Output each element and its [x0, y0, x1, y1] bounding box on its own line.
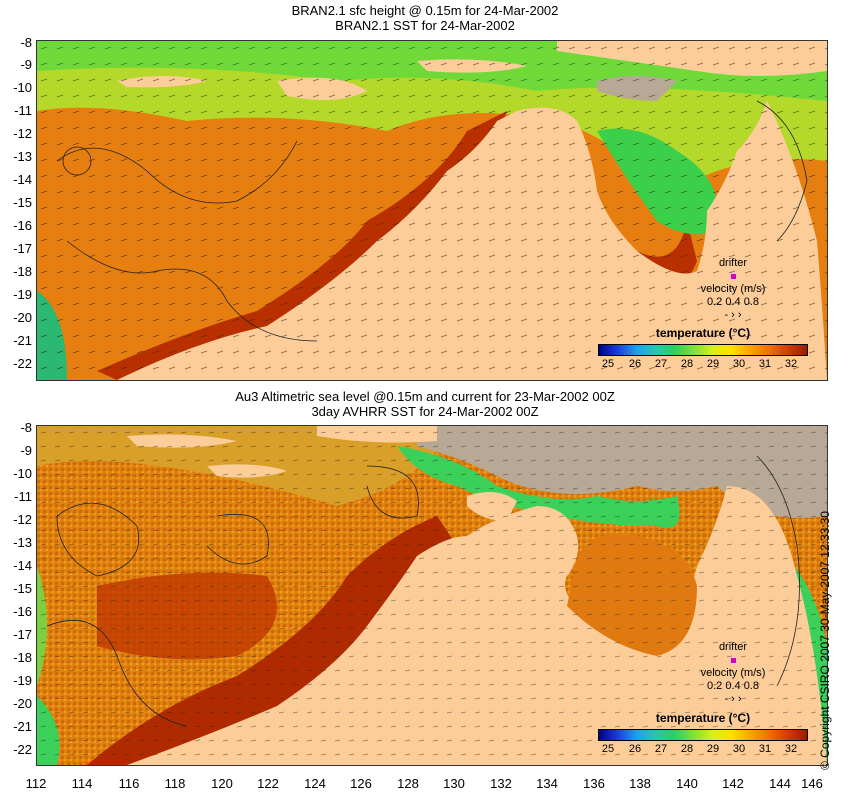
- drifter-label: drifter: [718, 257, 748, 269]
- y-tick-label: -10: [13, 466, 32, 481]
- y-tick-label: -21: [13, 333, 32, 348]
- y-tick-label: -12: [13, 126, 32, 141]
- y-tick-label: -22: [13, 356, 32, 371]
- y-tick-label: -21: [13, 719, 32, 734]
- legend-color-bar: [598, 344, 808, 356]
- velocity-label: velocity (m/s): [700, 667, 766, 679]
- x-tick-label: 126: [350, 776, 372, 791]
- x-tick-label: 142: [722, 776, 744, 791]
- legend-title: temperature (°C): [655, 711, 751, 725]
- x-tick-label: 138: [629, 776, 651, 791]
- x-tick-label: 112: [25, 776, 47, 791]
- top-title-2: BRAN2.1 SST for 24-Mar-2002: [335, 18, 515, 33]
- velocity-arrows-icon: ‐ › ›: [724, 693, 742, 705]
- bottom-drifter-key: drifter velocity (m/s) 0.2 0.4 0.8 ‐ › ›: [688, 641, 778, 706]
- legend-tick: 27: [654, 743, 668, 755]
- velocity-arrows-icon: ‐ › ›: [724, 309, 742, 321]
- y-tick-label: -12: [13, 512, 32, 527]
- bottom-title-1: Au3 Altimetric sea level @0.15m and curr…: [235, 389, 615, 404]
- y-tick-label: -16: [13, 218, 32, 233]
- y-tick-label: -19: [13, 673, 32, 688]
- x-tick-label: 124: [304, 776, 326, 791]
- legend-tick: 29: [706, 358, 720, 370]
- bottom-legend: temperature (°C) 25 26 27 28 29 30 31 32: [598, 711, 808, 755]
- legend-tick: 25: [601, 743, 615, 755]
- copyright-notice: © Copyright CSIRO 2007 30-May-2007 12:33…: [818, 511, 832, 770]
- legend-tick: 26: [628, 743, 642, 755]
- legend-tick: 30: [732, 743, 746, 755]
- y-tick-label: -17: [13, 627, 32, 642]
- legend-tick: 28: [680, 743, 694, 755]
- x-tick-label: 114: [71, 776, 93, 791]
- legend-tick: 27: [654, 358, 668, 370]
- legend-tick: 25: [601, 358, 615, 370]
- bottom-map-panel: [36, 425, 828, 766]
- bottom-title-2: 3day AVHRR SST for 24-Mar-2002 00Z: [311, 404, 539, 419]
- legend-tick: 28: [680, 358, 694, 370]
- legend-tick: 31: [758, 743, 772, 755]
- y-tick-label: -14: [13, 558, 32, 573]
- x-tick-label: 146: [801, 776, 823, 791]
- y-tick-label: -13: [13, 535, 32, 550]
- x-tick-label: 140: [676, 776, 698, 791]
- y-tick-label: -10: [13, 80, 32, 95]
- drifter-label: drifter: [718, 641, 748, 653]
- drifter-marker-icon: [730, 274, 736, 279]
- y-tick-label: -11: [14, 103, 32, 118]
- y-tick-label: -17: [13, 241, 32, 256]
- y-tick-label: -19: [13, 287, 32, 302]
- x-tick-label: 134: [536, 776, 558, 791]
- y-tick-label: -20: [13, 310, 32, 325]
- legend-title: temperature (°C): [655, 326, 751, 340]
- drifter-marker-icon: [730, 658, 736, 663]
- legend-tick: 32: [784, 743, 798, 755]
- y-tick-label: -16: [13, 604, 32, 619]
- y-tick-label: -20: [13, 696, 32, 711]
- y-tick-label: -15: [13, 581, 32, 596]
- legend-tick: 30: [732, 358, 746, 370]
- top-legend: temperature (°C) 25 26 27 28 29 30 31 32: [598, 326, 808, 370]
- legend-tick: 29: [706, 743, 720, 755]
- x-tick-label: 144: [769, 776, 791, 791]
- y-tick-label: -8: [20, 420, 32, 435]
- top-drifter-key: drifter velocity (m/s) 0.2 0.4 0.8 ‐ › ›: [688, 257, 778, 322]
- y-tick-label: -18: [13, 650, 32, 665]
- x-tick-label: 116: [118, 776, 140, 791]
- x-tick-label: 128: [397, 776, 419, 791]
- x-tick-label: 136: [583, 776, 605, 791]
- x-tick-label: 120: [211, 776, 233, 791]
- x-tick-label: 130: [443, 776, 465, 791]
- legend-color-bar: [598, 729, 808, 741]
- legend-tick: 32: [784, 358, 798, 370]
- y-tick-label: -9: [20, 57, 32, 72]
- x-tick-label: 118: [164, 776, 186, 791]
- legend-ticks: 25 26 27 28 29 30 31 32: [598, 741, 808, 755]
- y-tick-label: -9: [20, 443, 32, 458]
- legend-tick: 31: [758, 358, 772, 370]
- y-tick-label: -13: [13, 149, 32, 164]
- top-map-panel: [36, 40, 828, 381]
- legend-tick: 26: [628, 358, 642, 370]
- y-tick-label: -11: [14, 489, 32, 504]
- y-tick-label: -14: [13, 172, 32, 187]
- y-tick-label: -22: [13, 742, 32, 757]
- legend-ticks: 25 26 27 28 29 30 31 32: [598, 356, 808, 370]
- velocity-values: 0.2 0.4 0.8: [707, 296, 759, 308]
- y-tick-label: -8: [20, 35, 32, 50]
- velocity-values: 0.2 0.4 0.8: [707, 680, 759, 692]
- velocity-label: velocity (m/s): [700, 283, 766, 295]
- y-tick-label: -18: [13, 264, 32, 279]
- top-title-1: BRAN2.1 sfc height @ 0.15m for 24-Mar-20…: [291, 3, 559, 18]
- x-tick-label: 122: [257, 776, 279, 791]
- y-tick-label: -15: [13, 195, 32, 210]
- x-tick-label: 132: [490, 776, 512, 791]
